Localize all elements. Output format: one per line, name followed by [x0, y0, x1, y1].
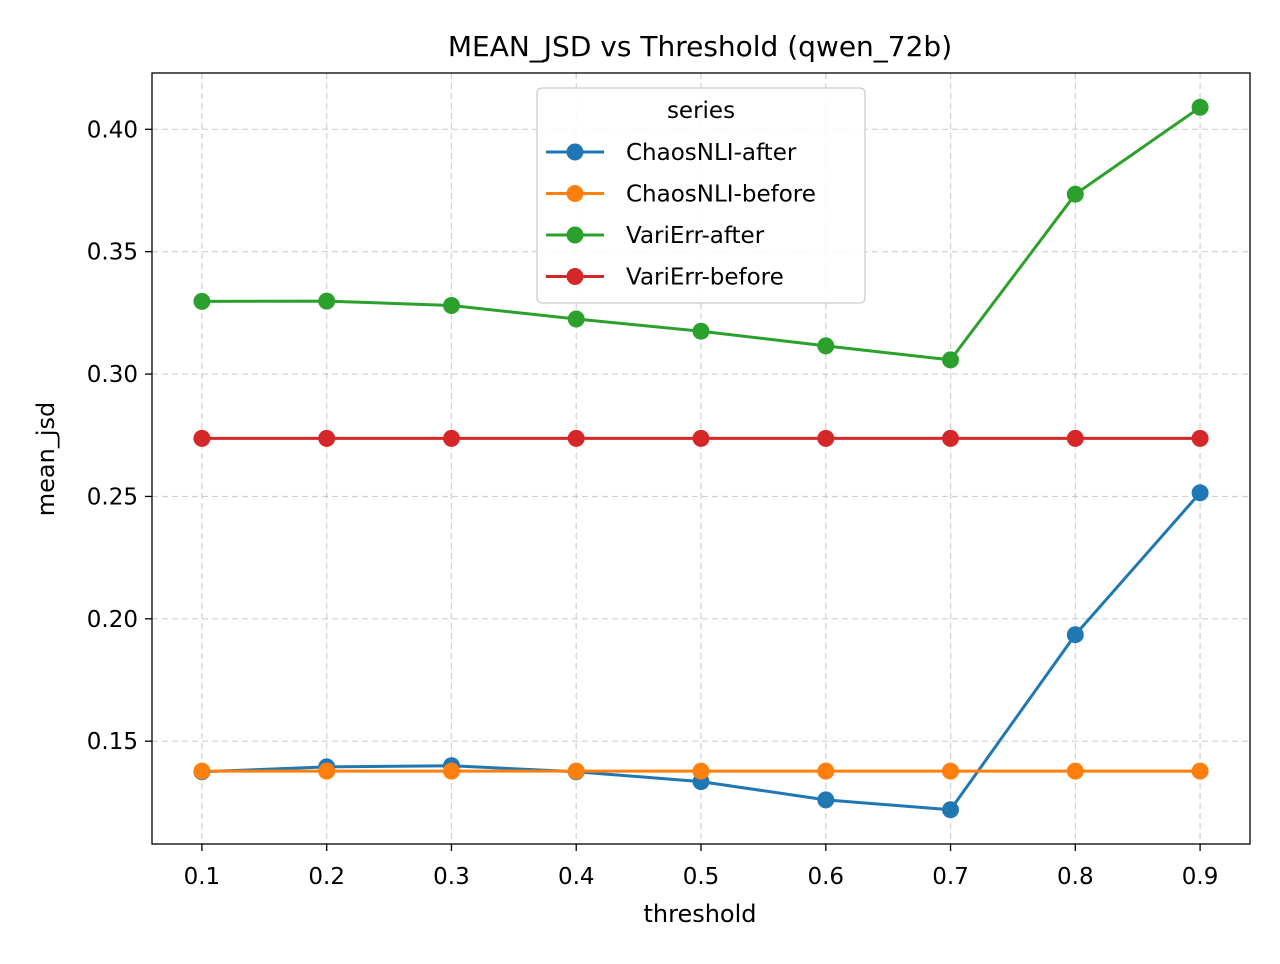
x-tick-label: 0.4	[558, 864, 595, 890]
legend-item: ChaosNLI-before	[546, 182, 816, 208]
chart-title: MEAN_JSD vs Threshold (qwen_72b)	[448, 30, 952, 63]
legend-label: ChaosNLI-before	[626, 182, 816, 208]
y-tick-label: 0.20	[87, 607, 138, 633]
y-tick-label: 0.15	[87, 729, 138, 755]
series-lines	[193, 98, 1209, 819]
data-point	[817, 429, 835, 447]
data-point	[942, 801, 959, 819]
y-axis-label: mean_jsd	[32, 402, 60, 516]
data-point	[817, 791, 835, 809]
data-point	[443, 762, 460, 780]
data-point	[1191, 98, 1209, 116]
y-tick-label: 0.40	[87, 117, 138, 143]
legend-marker	[566, 268, 584, 285]
legend-item: VariErr-after	[546, 223, 765, 249]
legend-label: ChaosNLI-after	[626, 140, 797, 166]
data-point	[692, 429, 710, 447]
data-point	[817, 762, 835, 780]
data-point	[1066, 185, 1084, 203]
x-tick-label: 0.1	[184, 864, 221, 890]
data-point	[1191, 429, 1209, 447]
x-axis-ticks: 0.1 0.2 0.3 0.4 0.5 0.6 0.7 0.8 0.9	[184, 844, 1219, 890]
data-point	[1066, 762, 1084, 780]
data-point	[567, 762, 585, 780]
x-tick-label: 0.5	[683, 864, 720, 890]
legend-marker	[566, 185, 584, 202]
data-point	[817, 337, 835, 355]
legend-label: VariErr-after	[626, 223, 765, 249]
x-tick-label: 0.2	[308, 864, 345, 890]
x-tick-label: 0.9	[1182, 864, 1219, 890]
data-point	[1066, 626, 1084, 644]
x-tick-label: 0.6	[807, 864, 844, 890]
legend: series ChaosNLI-after ChaosNLI-before Vari…	[536, 87, 866, 304]
data-point	[443, 429, 460, 447]
data-point	[692, 322, 710, 340]
legend-title: series	[667, 98, 735, 124]
legend-items: ChaosNLI-after ChaosNLI-before VariErr-aft…	[546, 140, 816, 291]
legend-item: VariErr-before	[546, 265, 784, 291]
legend-item: ChaosNLI-after	[546, 140, 797, 166]
data-point	[942, 429, 959, 447]
data-point	[942, 351, 959, 369]
data-point	[318, 762, 336, 780]
data-point	[692, 762, 710, 780]
data-point	[443, 297, 460, 314]
data-point	[193, 762, 211, 780]
data-point	[567, 429, 585, 447]
data-point	[1191, 762, 1209, 780]
y-axis-ticks: 0.15 0.20 0.25 0.30 0.35 0.40	[87, 117, 152, 755]
y-tick-label: 0.25	[87, 484, 138, 510]
x-tick-label: 0.7	[932, 864, 969, 890]
legend-label: VariErr-before	[626, 265, 784, 291]
data-point	[318, 292, 336, 310]
data-point	[567, 310, 585, 328]
data-point	[193, 292, 211, 310]
y-tick-label: 0.35	[87, 240, 138, 266]
x-axis-label: threshold	[643, 900, 756, 928]
series-varierr-after	[193, 98, 1209, 369]
data-point	[1066, 429, 1084, 447]
data-point	[318, 429, 336, 447]
legend-box	[536, 87, 866, 304]
data-point	[193, 429, 211, 447]
grid	[152, 73, 1250, 844]
legend-marker	[566, 226, 584, 244]
x-tick-label: 0.8	[1057, 864, 1094, 890]
data-point	[1191, 484, 1209, 502]
series-varierr-before	[193, 429, 1209, 447]
data-point	[942, 762, 959, 780]
series-chaosnli-before	[193, 762, 1209, 780]
x-tick-label: 0.3	[433, 864, 470, 890]
y-tick-label: 0.30	[87, 362, 138, 388]
legend-marker	[566, 143, 584, 161]
